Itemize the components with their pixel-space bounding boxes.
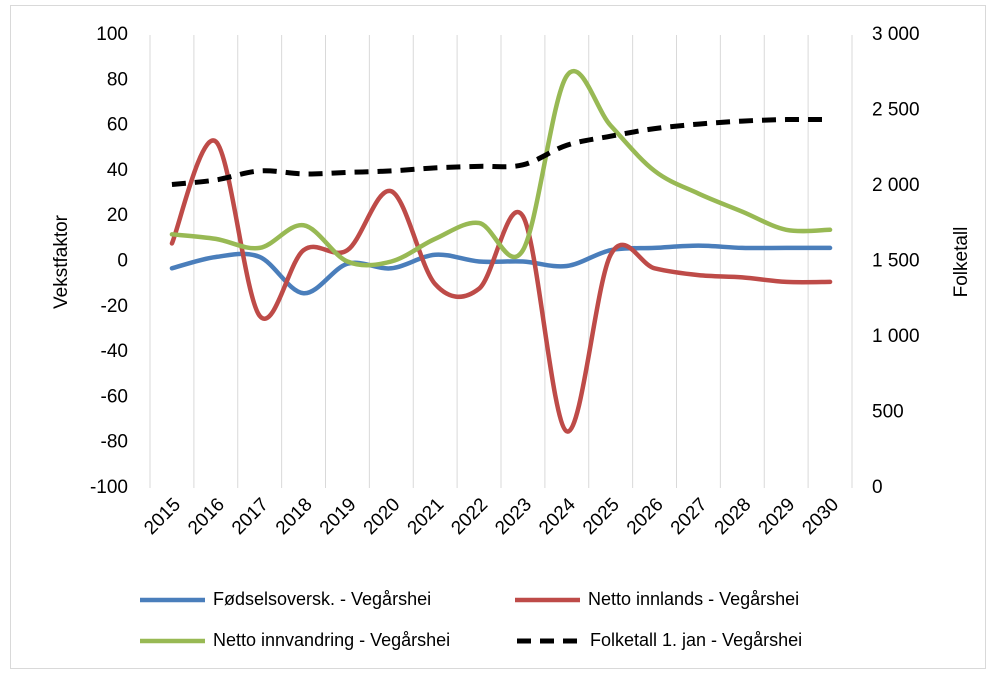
x-tick-label: 2026	[623, 494, 668, 539]
x-tick-label: 2018	[272, 494, 317, 539]
x-tick-label: 2030	[798, 494, 843, 539]
x-tick-label: 2024	[535, 494, 580, 539]
x-tick-label: 2017	[228, 494, 273, 539]
x-tick-label: 2020	[360, 494, 405, 539]
x-tick-label: 2016	[184, 494, 229, 539]
x-tick-label: 2029	[755, 494, 800, 539]
x-tick-label: 2019	[316, 494, 361, 539]
y2-tick-label: 2 000	[872, 175, 920, 196]
y2-tick-label: 1 000	[872, 326, 920, 347]
legend: Fødselsoversk. - Vegårshei Netto innlands…	[140, 589, 802, 650]
y2-tick-label: 3 000	[872, 24, 920, 45]
y2-tick-label: 2 500	[872, 100, 920, 121]
y2-tick-label: 0	[872, 477, 883, 498]
x-tick-label: 2025	[579, 494, 624, 539]
y-tick-label: -40	[101, 341, 128, 362]
y-tick-label: 60	[107, 115, 128, 136]
series-line	[169, 243, 833, 296]
series-line	[171, 116, 831, 187]
y-tick-label: -60	[101, 386, 128, 407]
series-line	[169, 69, 833, 268]
x-tick-label: 2023	[491, 494, 536, 539]
y-tick-label: 20	[107, 205, 128, 226]
x-tick-label: 2022	[447, 494, 492, 539]
legend-label: Netto innvandring - Vegårshei	[213, 630, 450, 650]
x-tick-label: 2015	[140, 494, 185, 539]
y-tick-label: -100	[90, 477, 128, 498]
y-tick-label: 100	[96, 24, 128, 45]
x-tick-label: 2028	[711, 494, 756, 539]
y-tick-label: 80	[107, 69, 128, 90]
y2-tick-label: 500	[872, 402, 904, 423]
y2-tick-label: 1 500	[872, 251, 920, 272]
chart-border	[10, 5, 986, 669]
legend-label: Fødselsoversk. - Vegårshei	[213, 589, 431, 609]
legend-label: Folketall 1. jan - Vegårshei	[590, 630, 802, 650]
y-tick-label: -20	[101, 296, 128, 317]
x-tick-label: 2027	[667, 494, 712, 539]
y-axis-title: Vekstfaktor	[51, 214, 72, 309]
y-tick-label: 0	[117, 251, 128, 272]
y-tick-label: 40	[107, 160, 128, 181]
x-tick-label: 2021	[404, 494, 449, 539]
y-tick-label: -80	[101, 432, 128, 453]
y2-axis-title: Folketall	[951, 227, 972, 298]
legend-label: Netto innlands - Vegårshei	[588, 589, 799, 609]
